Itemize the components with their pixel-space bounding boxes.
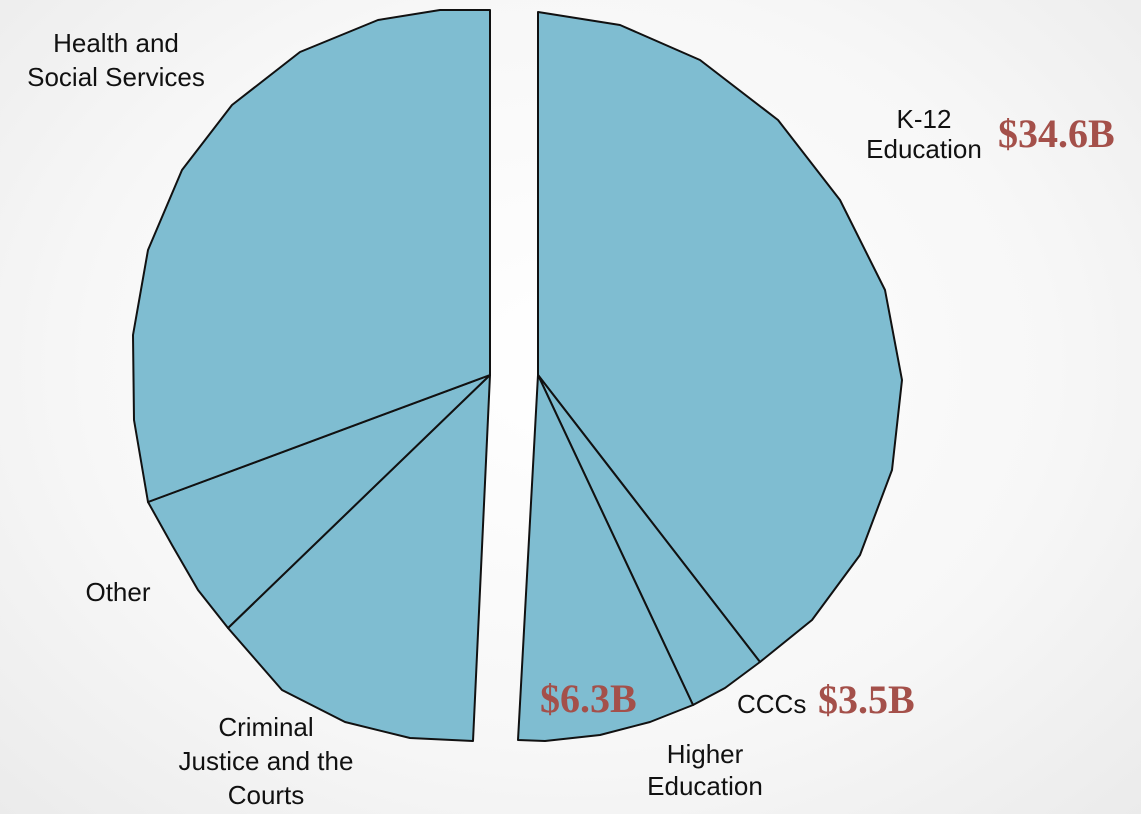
slice-label-higher-ed-line-1: Higher [667,739,744,769]
slice-label-ccc-line-1: CCCs [737,689,806,719]
slice-label-higher-ed-line-2: Education [647,771,763,801]
slice-label-k12-line-2: Education [866,134,982,164]
slice-label-criminal-justice-line-3: Courts [228,780,305,810]
pie-slice-higher-ed [517,374,694,742]
slice-label-criminal-justice-line-2: Justice and the [179,746,354,776]
pie-slice-k12 [537,11,903,663]
slice-label-criminal-justice-line-1: Criminal [218,712,313,742]
slice-label-health-line-2: Social Services [27,62,205,92]
slice-amount-k12: $34.6B [998,111,1115,156]
pie-slice-health [132,9,491,503]
slice-amount-higher-ed: $6.3B [540,676,637,721]
slice-label-health-line-1: Health and [53,28,179,58]
slice-label-other-line-1: Other [85,577,150,607]
pie-slices [132,9,903,742]
slice-amount-ccc: $3.5B [818,677,915,722]
slice-label-k12-line-1: K-12 [897,104,952,134]
